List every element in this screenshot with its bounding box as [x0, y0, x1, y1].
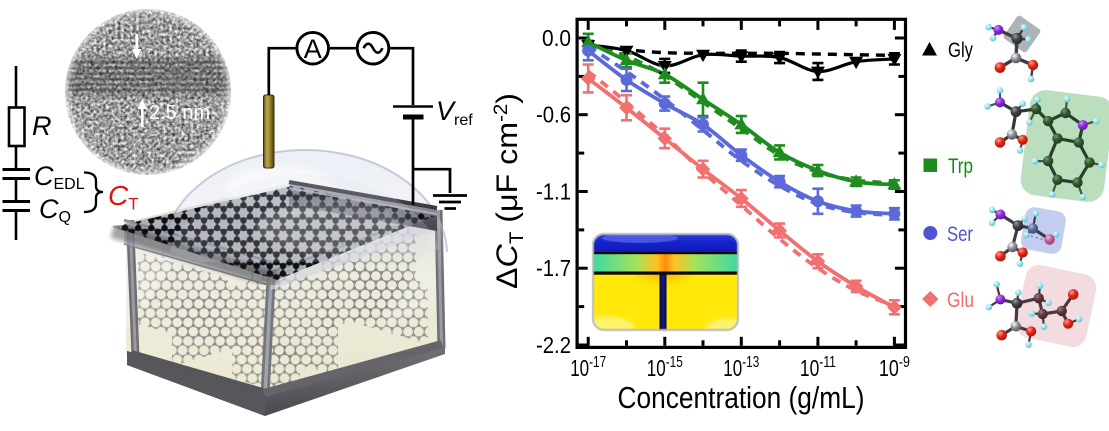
svg-text:Concentration (g/mL): Concentration (g/mL): [618, 380, 865, 415]
svg-text:-1.1: -1.1: [536, 179, 571, 205]
svg-text:ΔCT (μF cm-2): ΔCT (μF cm-2): [491, 93, 528, 289]
svg-text:Gly: Gly: [948, 39, 973, 62]
svg-text:0.0: 0.0: [542, 25, 571, 51]
svg-text:-0.6: -0.6: [536, 102, 571, 128]
svg-text:Trp: Trp: [948, 155, 973, 178]
svg-text:R: R: [32, 111, 52, 141]
svg-text:2.5 nm: 2.5 nm: [149, 102, 210, 124]
svg-text:-2.2: -2.2: [536, 332, 571, 358]
svg-text:Ser: Ser: [947, 223, 973, 246]
svg-text:-1.7: -1.7: [536, 255, 571, 281]
svg-text:A: A: [304, 34, 322, 64]
svg-text:Glu: Glu: [947, 289, 974, 312]
